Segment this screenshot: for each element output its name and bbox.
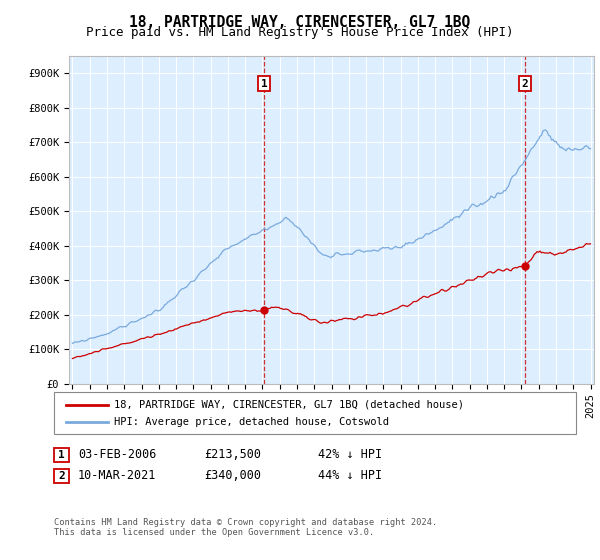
Text: 1: 1 (58, 450, 65, 460)
Text: 42% ↓ HPI: 42% ↓ HPI (318, 449, 382, 461)
Text: Price paid vs. HM Land Registry's House Price Index (HPI): Price paid vs. HM Land Registry's House … (86, 26, 514, 39)
Text: 2: 2 (58, 471, 65, 480)
Text: 18, PARTRIDGE WAY, CIRENCESTER, GL7 1BQ (detached house): 18, PARTRIDGE WAY, CIRENCESTER, GL7 1BQ … (114, 400, 464, 409)
Text: 03-FEB-2006: 03-FEB-2006 (78, 449, 157, 461)
Text: 2: 2 (521, 78, 528, 88)
Text: 10-MAR-2021: 10-MAR-2021 (78, 469, 157, 482)
Text: £340,000: £340,000 (204, 469, 261, 482)
Text: Contains HM Land Registry data © Crown copyright and database right 2024.
This d: Contains HM Land Registry data © Crown c… (54, 518, 437, 538)
Text: HPI: Average price, detached house, Cotswold: HPI: Average price, detached house, Cots… (114, 417, 389, 427)
Text: 1: 1 (261, 78, 268, 88)
Text: 18, PARTRIDGE WAY, CIRENCESTER, GL7 1BQ: 18, PARTRIDGE WAY, CIRENCESTER, GL7 1BQ (130, 15, 470, 30)
Text: 44% ↓ HPI: 44% ↓ HPI (318, 469, 382, 482)
Text: £213,500: £213,500 (204, 449, 261, 461)
